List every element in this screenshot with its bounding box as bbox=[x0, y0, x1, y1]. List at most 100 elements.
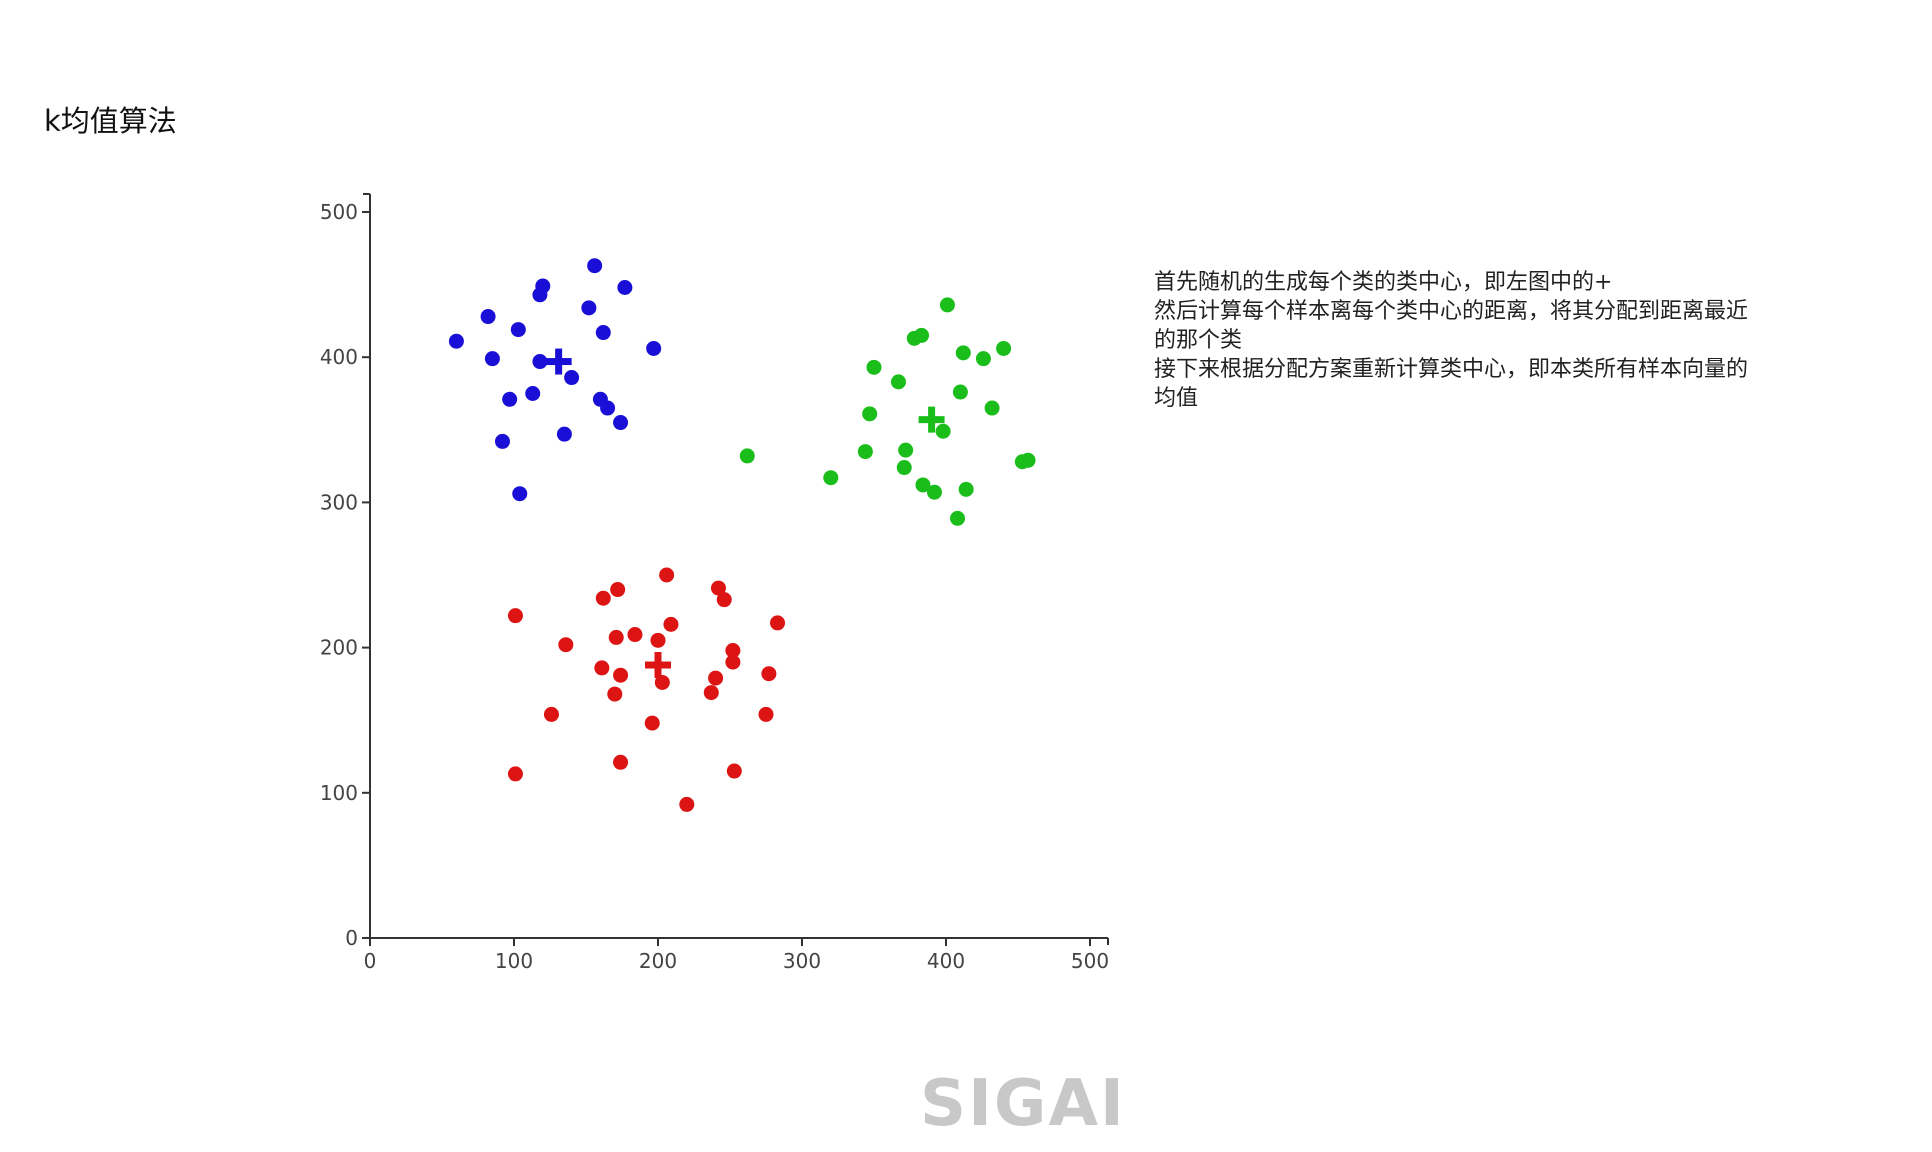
data-point bbox=[644, 715, 660, 731]
data-point bbox=[708, 670, 724, 686]
data-point bbox=[663, 616, 679, 632]
data-point bbox=[955, 345, 971, 361]
data-point bbox=[494, 433, 510, 449]
data-point bbox=[725, 654, 741, 670]
cluster-series-3 bbox=[507, 567, 786, 812]
slide-title: k均值算法 bbox=[44, 104, 177, 138]
data-point bbox=[535, 278, 551, 294]
data-point bbox=[758, 706, 774, 722]
data-point bbox=[914, 327, 930, 343]
y-tick-label: 0 bbox=[345, 926, 358, 950]
x-tick-label: 200 bbox=[639, 949, 677, 973]
chart-marks bbox=[448, 258, 1036, 812]
y-tick-label: 400 bbox=[320, 345, 358, 369]
centroid-plus-vertical bbox=[654, 652, 662, 679]
data-point bbox=[896, 460, 912, 476]
data-point bbox=[564, 370, 580, 386]
x-tick-label: 500 bbox=[1071, 949, 1109, 973]
data-point bbox=[915, 477, 931, 493]
data-point bbox=[984, 400, 1000, 416]
data-point bbox=[898, 442, 914, 458]
data-point bbox=[507, 608, 523, 624]
data-point bbox=[725, 643, 741, 659]
centroid-plus-vertical bbox=[928, 406, 936, 433]
data-point bbox=[543, 706, 559, 722]
data-point bbox=[600, 400, 616, 416]
data-point bbox=[610, 582, 626, 598]
y-tick-label: 300 bbox=[320, 490, 358, 514]
data-point bbox=[823, 470, 839, 486]
data-point bbox=[480, 309, 496, 325]
centroid-plus-marker bbox=[645, 652, 671, 679]
explanation-line-1: 首先随机的生成每个类的类中心，即左图中的+ bbox=[1154, 270, 1613, 295]
data-point bbox=[525, 386, 541, 401]
data-point bbox=[761, 666, 777, 682]
data-point bbox=[608, 629, 624, 645]
explanation-line-5: 均值 bbox=[1154, 386, 1199, 411]
data-point bbox=[679, 796, 695, 812]
data-point bbox=[646, 340, 662, 356]
data-point bbox=[1020, 452, 1036, 468]
sigai-logo: SIGAI bbox=[920, 1067, 1126, 1141]
data-point bbox=[770, 615, 786, 631]
data-point bbox=[613, 667, 629, 683]
data-point bbox=[975, 351, 991, 367]
centroid-plus-marker bbox=[918, 406, 945, 433]
data-point bbox=[510, 322, 526, 338]
explanation-line-3: 的那个类 bbox=[1154, 328, 1243, 353]
data-point bbox=[935, 423, 951, 439]
data-point bbox=[613, 415, 629, 431]
data-point bbox=[627, 627, 643, 643]
data-point bbox=[654, 674, 670, 690]
data-point bbox=[952, 384, 968, 400]
data-point bbox=[926, 484, 942, 500]
chart-axes: 0 100 200 300 400 500 0 100 200 300 400 500 bbox=[320, 193, 1109, 973]
explanation-text: 首先随机的生成每个类的类中心，即左图中的+ 然后计算每个样本离每个类中心的距离，… bbox=[1154, 268, 1854, 413]
cluster-series-2 bbox=[739, 297, 1036, 526]
data-point bbox=[890, 374, 906, 390]
data-point bbox=[862, 406, 878, 422]
explanation-line-2: 然后计算每个样本离每个类中心的距离，将其分配到距离最近 bbox=[1154, 299, 1749, 324]
y-tick-label: 200 bbox=[320, 636, 358, 660]
x-tick-label: 400 bbox=[927, 949, 965, 973]
data-point bbox=[502, 391, 518, 407]
data-point bbox=[587, 258, 603, 274]
data-point bbox=[650, 632, 666, 648]
data-point bbox=[607, 686, 623, 702]
data-point bbox=[484, 351, 500, 367]
data-point bbox=[507, 766, 523, 782]
y-tick-label: 500 bbox=[320, 200, 358, 224]
data-point bbox=[739, 448, 755, 464]
data-point bbox=[581, 300, 597, 316]
data-point bbox=[532, 354, 548, 370]
cluster-series-1 bbox=[448, 258, 662, 502]
scatter-plot-svg: 0 100 200 300 400 500 0 100 200 300 400 500 bbox=[320, 193, 1109, 973]
y-tick-label: 100 bbox=[320, 781, 358, 805]
data-point bbox=[958, 481, 974, 497]
data-point bbox=[556, 426, 572, 442]
centroid-plus-marker bbox=[545, 348, 572, 375]
data-point bbox=[595, 590, 611, 606]
data-point bbox=[703, 685, 719, 701]
data-point bbox=[710, 580, 726, 596]
scatter-chart: 0 100 200 300 400 500 0 100 200 300 400 500 bbox=[280, 180, 1200, 1000]
x-tick-label: 0 bbox=[364, 949, 377, 973]
data-point bbox=[613, 754, 629, 770]
data-point bbox=[950, 510, 966, 526]
x-tick-label: 100 bbox=[495, 949, 533, 973]
x-tick-label: 300 bbox=[783, 949, 821, 973]
data-point bbox=[726, 763, 742, 779]
data-point bbox=[558, 637, 574, 653]
data-point bbox=[857, 444, 873, 460]
centroid-plus-vertical bbox=[555, 348, 563, 375]
data-point bbox=[866, 359, 882, 375]
data-point bbox=[595, 325, 611, 341]
data-point bbox=[448, 333, 464, 349]
data-point bbox=[659, 567, 675, 583]
data-point bbox=[617, 280, 633, 296]
data-point bbox=[512, 486, 528, 502]
data-point bbox=[939, 297, 955, 313]
data-point bbox=[996, 340, 1012, 356]
data-point bbox=[594, 660, 610, 676]
data-point bbox=[716, 592, 732, 608]
